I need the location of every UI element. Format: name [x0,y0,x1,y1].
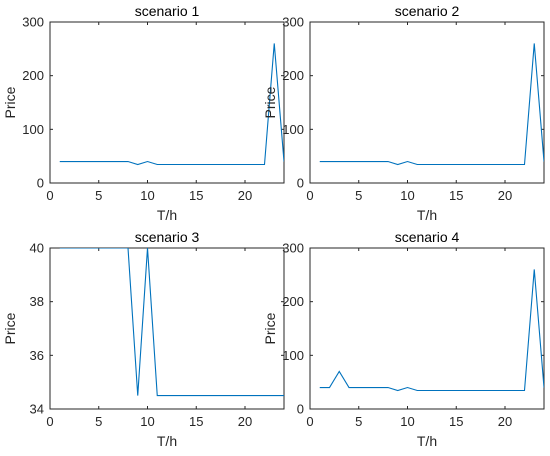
x-axis-label-2: T/h [417,207,437,223]
y-tick-label-4-0: 0 [297,402,304,417]
y-tick-label-2-3: 300 [282,15,304,30]
x-tick-label-3-3: 15 [189,414,203,429]
x-tick-label-1-0: 0 [46,188,53,203]
plot-area-2 [309,21,545,184]
y-axis-label-1: Price [2,86,18,118]
x-tick-label-1-1: 5 [95,188,102,203]
plot-area-1 [49,21,285,184]
y-tick-label-2-2: 200 [282,68,304,83]
chart-title-2: scenario 2 [395,3,460,19]
x-tick-label-3-2: 10 [140,414,154,429]
x-tick-label-1-3: 15 [189,188,203,203]
y-axis-label-4: Price [262,312,278,344]
x-tick-label-3-0: 0 [46,414,53,429]
x-tick-label-4-1: 5 [355,414,362,429]
x-axis-label-1: T/h [157,207,177,223]
series-line-2-0 [319,43,544,166]
y-tick-label-4-3: 300 [282,241,304,256]
x-tick-label-2-3: 15 [449,188,463,203]
plot-area-3 [49,247,285,410]
x-tick-label-1-2: 10 [140,188,154,203]
y-tick-label-3-3: 40 [30,241,44,256]
subplot-3: 0 5 10 15 20 34 36 38 40 scenario 3 T/h Price [2,229,285,449]
chart-title-1: scenario 1 [135,3,200,19]
x-tick-label-4-0: 0 [306,414,313,429]
x-tick-label-4-3: 15 [449,414,463,429]
x-tick-label-3-4: 20 [238,414,252,429]
x-tick-label-3-1: 5 [95,414,102,429]
y-axis-label-2: Price [262,86,278,118]
y-tick-label-4-2: 200 [282,294,304,309]
x-axis-label-3: T/h [157,433,177,449]
y-tick-label-2-1: 100 [282,122,304,137]
x-tick-label-4-4: 20 [498,414,512,429]
y-tick-label-1-0: 0 [37,176,44,191]
series-line-1-0 [59,43,284,166]
plot-area-4 [309,247,545,410]
y-tick-label-2-0: 0 [297,176,304,191]
x-tick-label-2-0: 0 [306,188,313,203]
x-tick-label-2-2: 10 [400,188,414,203]
x-tick-label-2-4: 20 [498,188,512,203]
y-tick-label-1-1: 100 [22,122,44,137]
y-tick-label-3-0: 34 [30,402,44,417]
y-axis-label-3: Price [2,312,18,344]
x-tick-label-1-4: 20 [238,188,252,203]
y-tick-label-3-1: 36 [30,348,44,363]
y-tick-label-3-2: 38 [30,294,44,309]
y-tick-label-1-2: 200 [22,68,44,83]
chart-title-4: scenario 4 [395,229,460,245]
y-tick-label-4-1: 100 [282,348,304,363]
series-line-3-0 [59,248,284,397]
x-tick-label-4-2: 10 [400,414,414,429]
x-axis-label-4: T/h [417,433,437,449]
x-tick-label-2-1: 5 [355,188,362,203]
y-tick-label-1-3: 300 [22,15,44,30]
chart-title-3: scenario 3 [135,229,200,245]
series-line-4-0 [319,269,544,392]
